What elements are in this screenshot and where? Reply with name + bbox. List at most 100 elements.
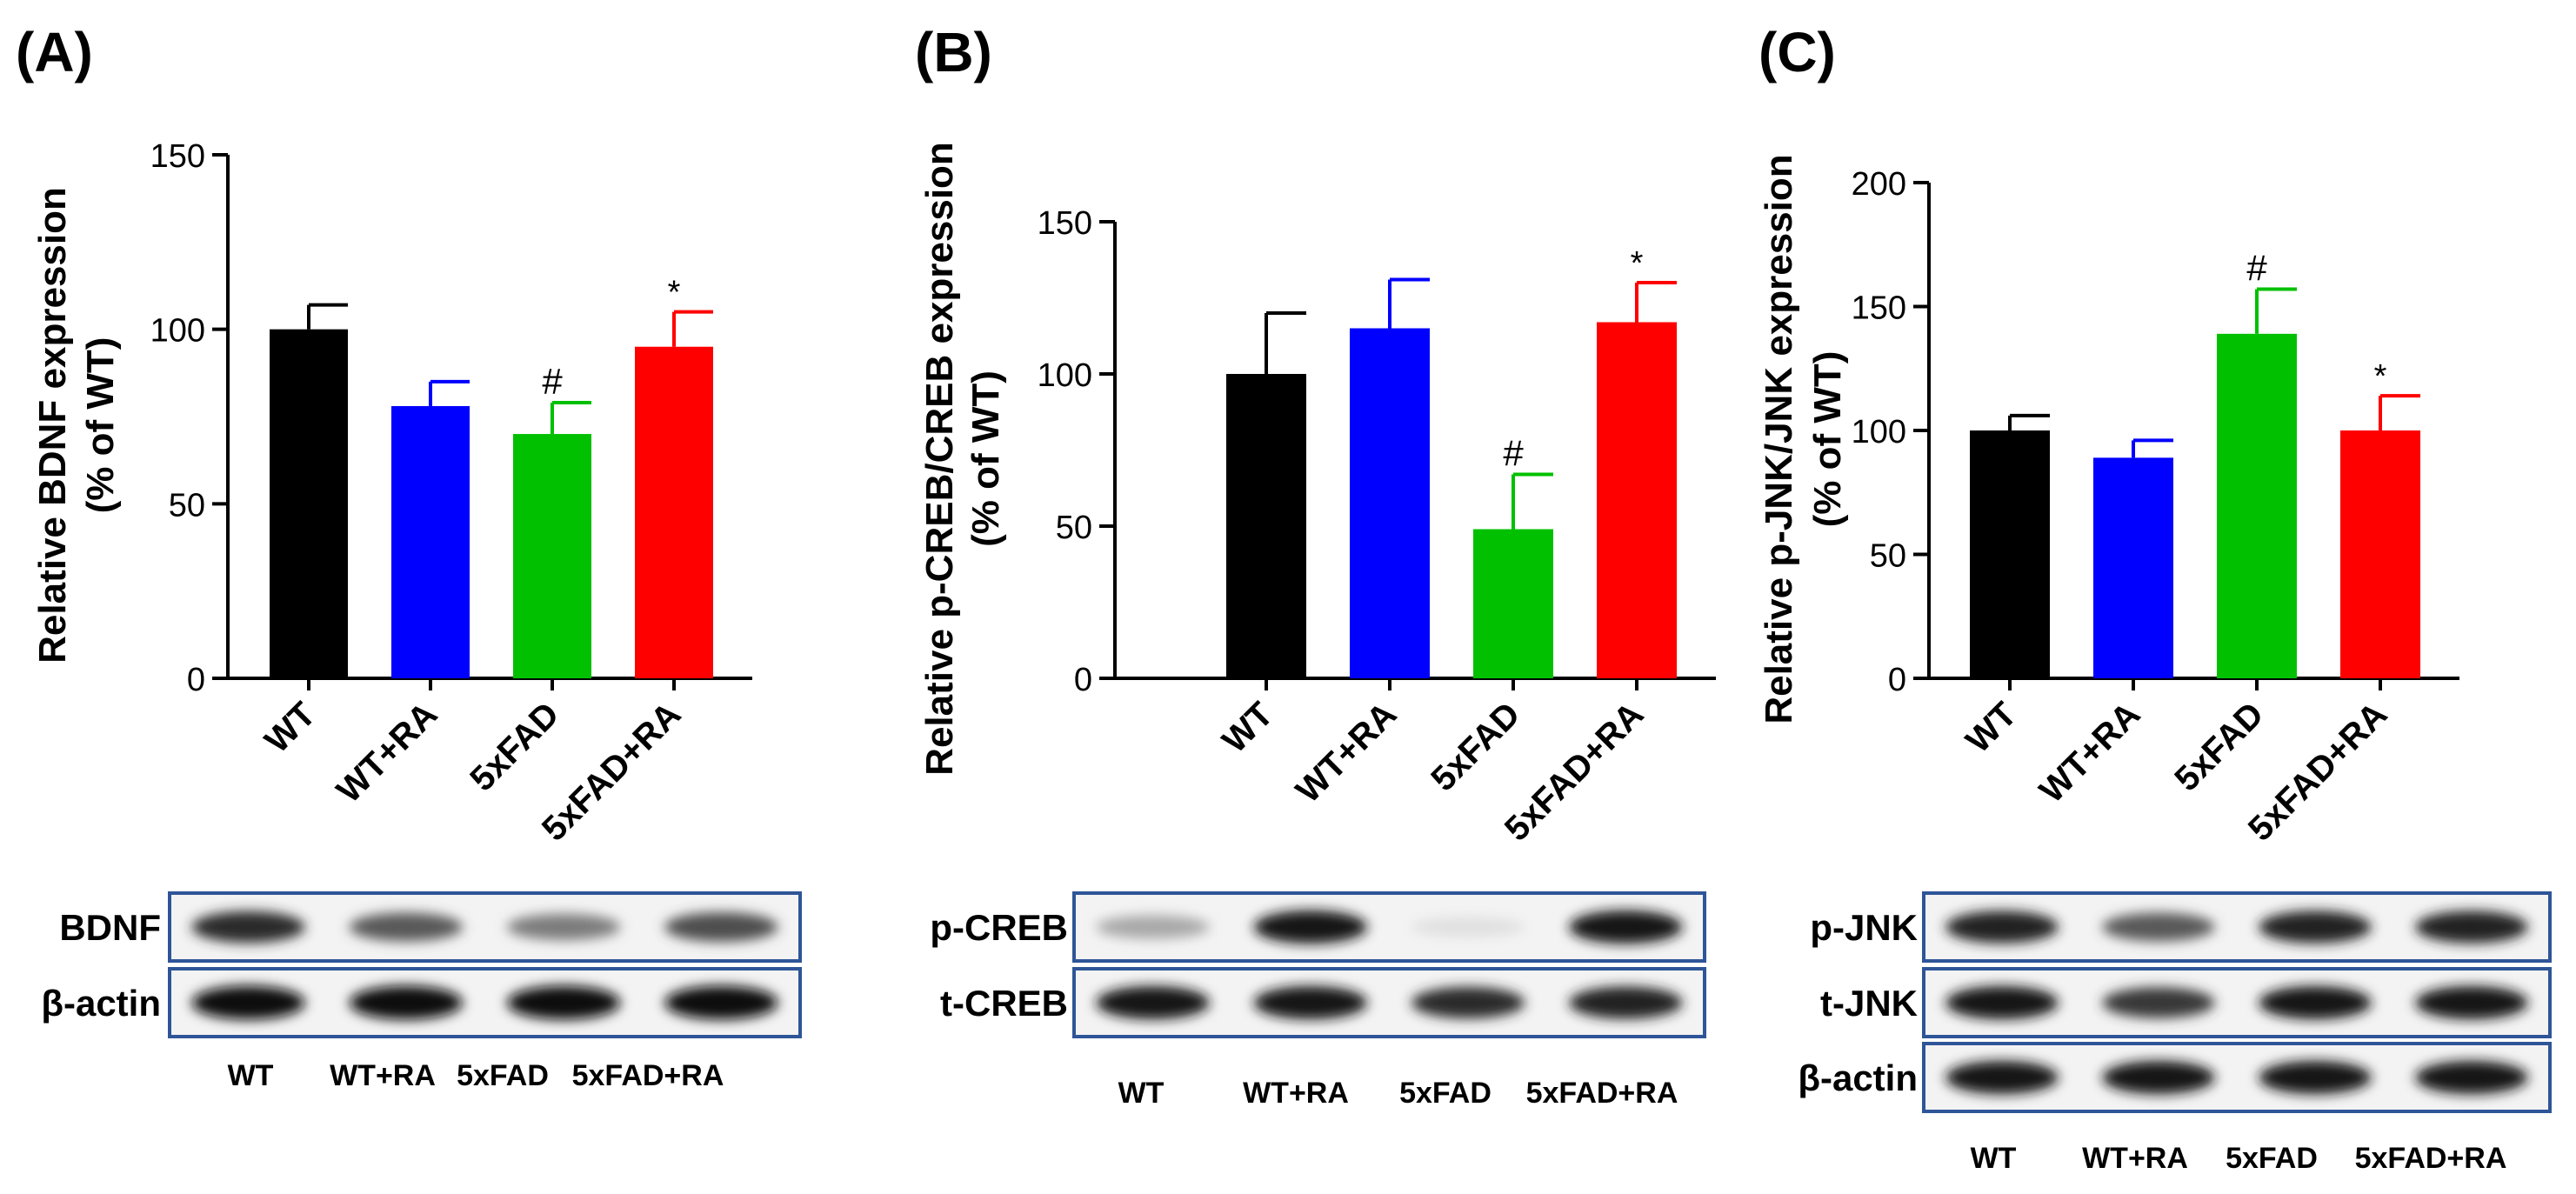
blot-row--actin: β-actin [1798, 1042, 2552, 1113]
blot-band [2259, 911, 2372, 944]
x-tick-label: WT+RA [1289, 695, 1404, 810]
blot-lane-label: WT [1118, 1077, 1165, 1110]
bar-wt [1970, 430, 2050, 678]
bar-5xfad [513, 434, 591, 678]
blot-band [1253, 985, 1368, 1020]
blot-lane-label: WT+RA [2082, 1142, 2188, 1175]
y-tick-label: 0 [1074, 662, 1092, 698]
x-tick-label: 5xFAD [463, 695, 566, 798]
bar-5xfad [2217, 333, 2297, 678]
blot-band [191, 911, 305, 944]
significance-star: * [2374, 358, 2387, 395]
blot-lane-label: WT [228, 1059, 274, 1092]
panel-label: (A) [16, 21, 93, 83]
blot-band [664, 985, 778, 1020]
y-axis-label: Relative BDNF expression [31, 187, 74, 664]
blot-lane-label: 5xFAD [1399, 1077, 1492, 1110]
blot-lane-label: 5xFAD+RA [2355, 1142, 2507, 1175]
blot-band [506, 913, 621, 941]
significance-hash: # [1503, 433, 1524, 474]
blot-band [1253, 910, 1368, 944]
panel-label: (B) [915, 21, 992, 83]
y-tick-label: 150 [1852, 290, 1906, 327]
x-tick-label: 5xFAD [2167, 695, 2271, 798]
bar-5xfad-ra [1597, 322, 1677, 678]
blot-lane-label: 5xFAD+RA [572, 1059, 724, 1092]
blot-row--actin: β-actin [41, 967, 802, 1038]
x-tick-label: WT+RA [330, 695, 444, 810]
x-tick-label: 5xFAD [1424, 695, 1527, 798]
y-tick-label: 100 [1038, 357, 1092, 394]
bar-wt-ra [391, 405, 470, 678]
blot-lane-label: WT [1971, 1142, 2017, 1175]
blot-row-label: β-actin [1798, 1057, 1918, 1098]
blot-band [2415, 911, 2528, 944]
chart-panel-2: (B) 0 50 100 150 Relative p-CREB/CREB express… [915, 21, 1716, 1110]
blot-band [2102, 1060, 2215, 1095]
y-axis-label-units: (% of WT) [1806, 351, 1849, 528]
blot-band [2102, 987, 2215, 1018]
blot-band [2259, 985, 2372, 1020]
bar-wt [1226, 374, 1306, 678]
panel-label: (C) [1758, 21, 1836, 83]
blot-lane-label: 5xFAD+RA [1526, 1077, 1678, 1110]
significance-hash: # [2246, 248, 2267, 289]
blot-band [2415, 985, 2528, 1020]
blot-band [1096, 985, 1210, 1020]
bar-5xfad-ra [635, 346, 713, 678]
y-tick-label: 100 [1852, 414, 1906, 450]
y-tick-label: 100 [150, 313, 205, 350]
significance-hash: # [542, 361, 563, 402]
y-axis-label-units: (% of WT) [79, 337, 122, 514]
chart-panel-3: (C) 0 50 100 150 200 Relative p-JNK/JNK expres… [1758, 21, 2552, 1175]
blot-lane-label: 5xFAD [457, 1059, 549, 1092]
blot-row-t-creb: t-CREB [940, 967, 1706, 1038]
significance-star: * [668, 275, 681, 311]
blot-row-label: β-actin [41, 983, 161, 1024]
y-tick-label: 150 [150, 138, 205, 175]
blot-row-bdnf: BDNF [59, 891, 802, 963]
blot-row-label: t-JNK [1820, 983, 1918, 1024]
blot-row-label: BDNF [59, 907, 161, 948]
y-tick-label: 0 [1888, 662, 1906, 698]
blot-band [191, 985, 305, 1020]
y-tick-label: 50 [1870, 538, 1906, 575]
blot-band [1945, 985, 2059, 1020]
blot-band [1569, 986, 1683, 1019]
blot-lane-label: 5xFAD [2226, 1142, 2318, 1175]
x-tick-label: WT [1959, 695, 2024, 760]
blot-band [1569, 910, 1683, 944]
y-tick-label: 150 [1038, 205, 1092, 242]
blot-band [2415, 1060, 2528, 1095]
bar-5xfad-ra [2340, 430, 2420, 678]
blot-lane-label: WT+RA [1243, 1077, 1349, 1110]
blot-lane-label: WT+RA [330, 1059, 436, 1092]
blot-band [349, 985, 464, 1020]
bar-5xfad [1473, 529, 1553, 678]
blot-row-label: t-CREB [940, 983, 1068, 1024]
blot-row-p-jnk: p-JNK [1810, 891, 2552, 963]
blot-row-label: p-JNK [1810, 907, 1918, 948]
blot-band [2259, 1060, 2372, 1095]
bar-wt-ra [2093, 457, 2173, 678]
blot-band [1096, 915, 1210, 939]
blot-band [1945, 1060, 2059, 1095]
y-axis-label-units: (% of WT) [964, 370, 1007, 547]
y-tick-label: 200 [1852, 166, 1906, 203]
bar-wt-ra [1350, 328, 1430, 678]
blot-band [1945, 911, 2059, 944]
significance-star: * [1631, 245, 1644, 282]
x-tick-label: WT+RA [2032, 695, 2147, 810]
blot-row-t-jnk: t-JNK [1820, 967, 2552, 1038]
blot-band [2102, 912, 2215, 942]
y-tick-label: 50 [169, 487, 205, 524]
y-axis-label: Relative p-CREB/CREB expression [918, 142, 961, 776]
y-axis-label: Relative p-JNK/JNK expression [1758, 154, 1800, 724]
blot-band [506, 985, 621, 1020]
blot-band [664, 912, 778, 942]
blot-row-label: p-CREB [930, 907, 1068, 948]
blot-band [349, 912, 464, 942]
bar-wt [270, 329, 348, 678]
x-tick-label: WT [1215, 695, 1280, 760]
